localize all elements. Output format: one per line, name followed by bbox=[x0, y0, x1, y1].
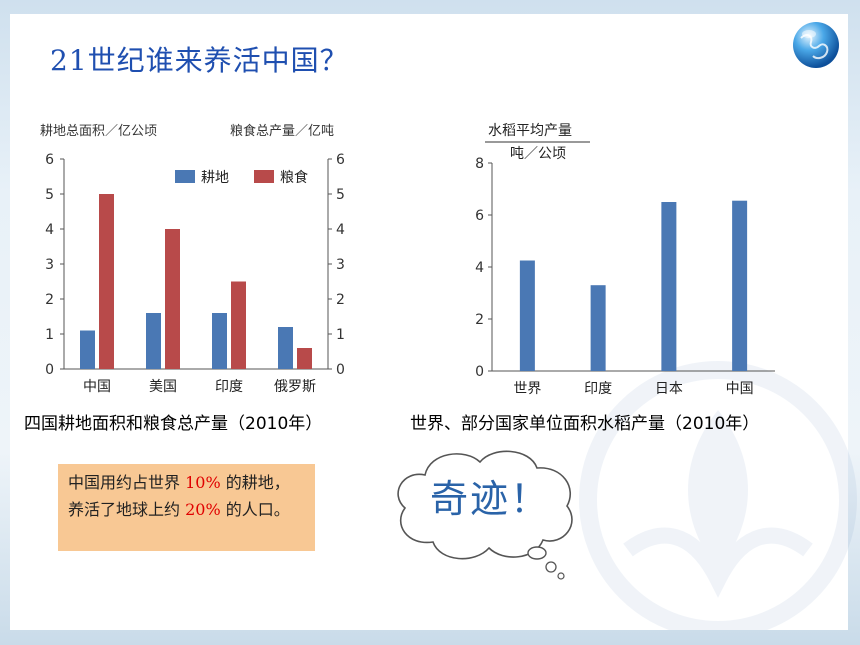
chart-legend: 耕地 粮食 bbox=[175, 169, 308, 186]
y-axis-label-line1: 水稻平均产量 bbox=[488, 123, 572, 139]
chart-farmland-grain: 耕地总面积／亿公顷 粮食总产量／亿吨 0 0 1 1 2 2 3 3 4 4 5 5 6 6 中国 美国 印度 俄… bbox=[30, 115, 360, 400]
legend-swatch-grain bbox=[254, 170, 274, 183]
y-tick-label-right: 2 bbox=[336, 292, 345, 308]
legend-swatch-farmland bbox=[175, 170, 195, 183]
y-axis-label-right: 粮食总产量／亿吨 bbox=[230, 123, 334, 139]
note-box: 中国用约占世界 10% 的耕地，养活了地球上约 20% 的人口。 bbox=[58, 464, 315, 551]
bar-grain bbox=[165, 229, 180, 369]
y-tick-label-left: 3 bbox=[45, 257, 54, 273]
cloud-text: 奇迹！ bbox=[430, 468, 550, 523]
y-tick-label-right: 4 bbox=[336, 222, 345, 238]
bar-farmland bbox=[146, 313, 161, 369]
y-tick-label-left: 5 bbox=[45, 187, 54, 203]
y-tick-label: 0 bbox=[475, 364, 484, 380]
bar-rice-yield bbox=[661, 202, 676, 371]
bar-grain bbox=[99, 194, 114, 369]
x-tick-label: 印度 bbox=[584, 381, 612, 397]
y-tick-label-left: 4 bbox=[45, 222, 54, 238]
globe-icon bbox=[791, 20, 841, 70]
note-text-1: 中国用约占世界 bbox=[68, 473, 180, 492]
y-tick-label-right: 6 bbox=[336, 152, 345, 168]
x-tick-label: 美国 bbox=[149, 379, 177, 395]
bar-grain bbox=[297, 348, 312, 369]
y-tick-label: 4 bbox=[475, 260, 484, 276]
x-tick-label: 俄罗斯 bbox=[274, 379, 316, 395]
y-axis-label-left: 耕地总面积／亿公顷 bbox=[40, 123, 157, 139]
bar-farmland bbox=[80, 331, 95, 370]
y-tick-label-right: 3 bbox=[336, 257, 345, 273]
y-axis-label-line2: 吨／公顷 bbox=[510, 146, 566, 162]
chart-rice-yield: 水稻平均产量 吨／公顷 0 2 4 6 8 世界 印度 日本 中国 bbox=[470, 115, 790, 400]
y-tick-label-right: 0 bbox=[336, 362, 345, 378]
x-tick-label: 日本 bbox=[655, 381, 683, 397]
bar-grain bbox=[231, 282, 246, 370]
slide-title: 21世纪谁来养活中国？ bbox=[50, 39, 349, 79]
legend-label-grain: 粮食 bbox=[280, 169, 308, 186]
chart2-caption: 世界、部分国家单位面积水稻产量（2010年） bbox=[410, 409, 759, 434]
note-highlight-20pct: 20% bbox=[185, 500, 221, 519]
x-tick-label: 中国 bbox=[726, 381, 754, 397]
legend-label-farmland: 耕地 bbox=[201, 169, 229, 186]
y-tick-label: 2 bbox=[475, 312, 484, 328]
x-tick-label: 世界 bbox=[513, 381, 541, 397]
bar-farmland bbox=[212, 313, 227, 369]
note-highlight-10pct: 10% bbox=[185, 473, 221, 492]
y-tick-label-right: 1 bbox=[336, 327, 345, 343]
bar-rice-yield bbox=[591, 285, 606, 371]
y-tick-label: 6 bbox=[475, 208, 484, 224]
y-tick-label-left: 1 bbox=[45, 327, 54, 343]
x-tick-label: 中国 bbox=[83, 379, 111, 395]
y-tick-label-left: 6 bbox=[45, 152, 54, 168]
y-tick-label-left: 2 bbox=[45, 292, 54, 308]
bar-rice-yield bbox=[732, 201, 747, 371]
chart1-caption: 四国耕地面积和粮食总产量（2010年） bbox=[24, 409, 322, 434]
y-tick-label-right: 5 bbox=[336, 187, 345, 203]
bar-farmland bbox=[278, 327, 293, 369]
y-tick-label-left: 0 bbox=[45, 362, 54, 378]
x-tick-label: 印度 bbox=[215, 379, 243, 395]
note-text-3: 的人口。 bbox=[221, 500, 290, 519]
bar-rice-yield bbox=[520, 261, 535, 372]
y-tick-label: 8 bbox=[475, 156, 484, 172]
